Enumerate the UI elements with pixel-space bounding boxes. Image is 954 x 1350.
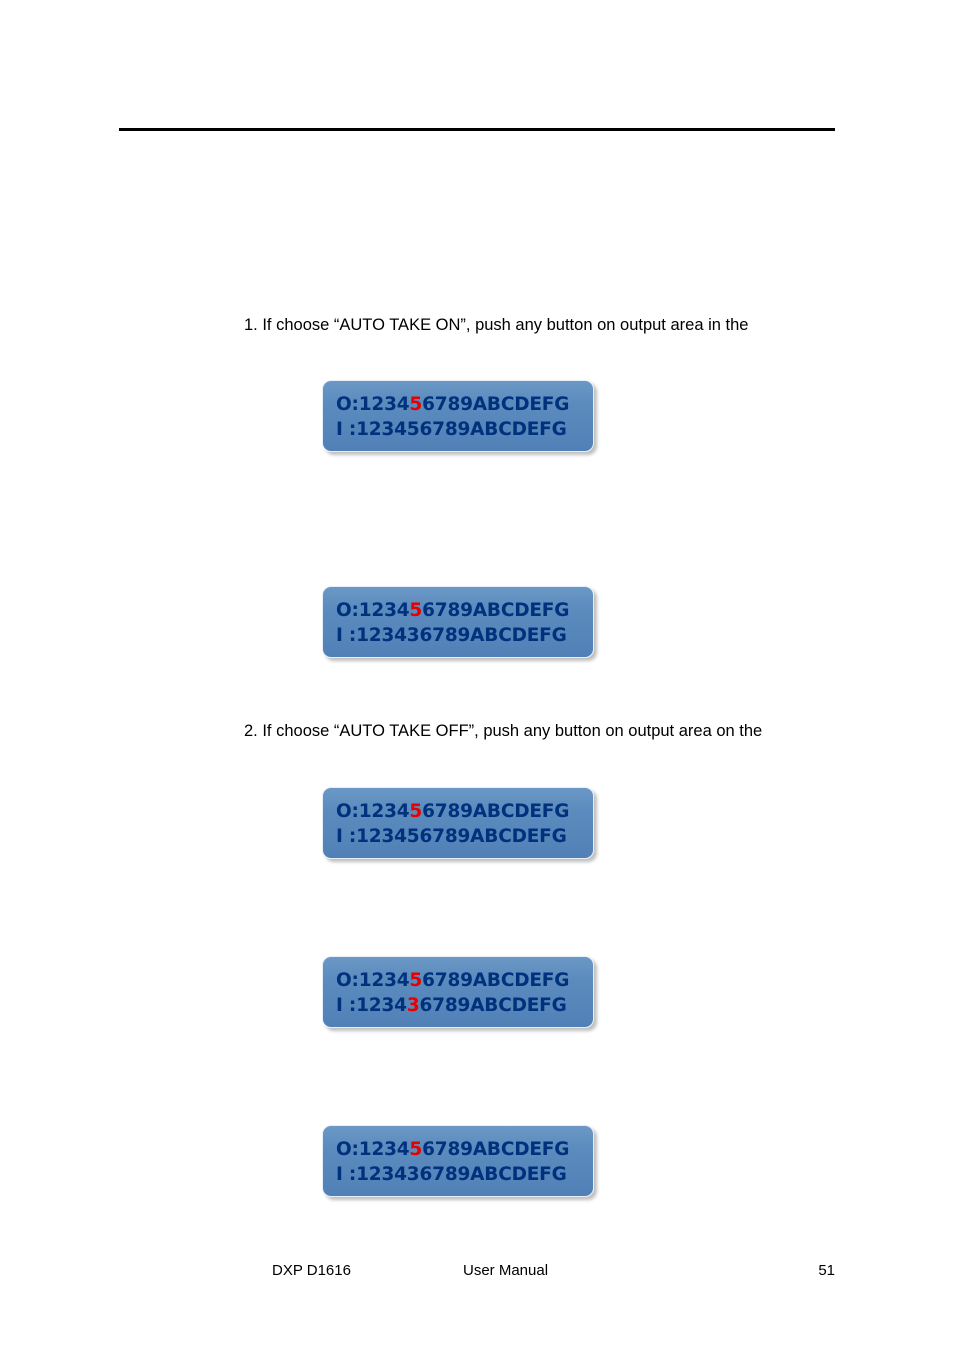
lcd-display-1: O:123456789ABCDEFG I :123456789ABCDEFG	[322, 380, 594, 452]
seg-highlight: 5	[409, 970, 422, 991]
seg-post: 6789ABCDEFG	[422, 600, 569, 621]
footer-page-number: 51	[818, 1262, 835, 1279]
seg-highlight: 5	[409, 1139, 422, 1160]
lcd-line-input: I :123436789ABCDEFG	[336, 623, 580, 648]
seg-post: 6789ABCDEFG	[422, 801, 569, 822]
lcd-line-input: I :123456789ABCDEFG	[336, 417, 580, 442]
seg-pre: O:1234	[336, 970, 409, 991]
lcd-line-output: O:123456789ABCDEFG	[336, 799, 580, 824]
seg-pre: I :123436789ABCDEFG	[336, 1164, 567, 1185]
lcd-display-5: O:123456789ABCDEFG I :123436789ABCDEFG	[322, 1125, 594, 1197]
seg-post: 6789ABCDEFG	[420, 995, 567, 1016]
paragraph-1: 1. If choose “AUTO TAKE ON”, push any bu…	[244, 314, 748, 337]
seg-pre: I :123436789ABCDEFG	[336, 625, 567, 646]
footer-product: DXP D1616	[272, 1262, 351, 1279]
lcd-line-input: I :123436789ABCDEFG	[336, 1162, 580, 1187]
lcd-line-output: O:123456789ABCDEFG	[336, 1137, 580, 1162]
seg-pre: O:1234	[336, 801, 409, 822]
seg-post: 6789ABCDEFG	[422, 394, 569, 415]
seg-pre: O:1234	[336, 600, 409, 621]
page: 1. If choose “AUTO TAKE ON”, push any bu…	[0, 0, 954, 1350]
lcd-display-4: O:123456789ABCDEFG I :123436789ABCDEFG	[322, 956, 594, 1028]
footer-title: User Manual	[463, 1262, 548, 1279]
lcd-line-output: O:123456789ABCDEFG	[336, 392, 580, 417]
seg-post: 6789ABCDEFG	[422, 970, 569, 991]
lcd-display-3: O:123456789ABCDEFG I :123456789ABCDEFG	[322, 787, 594, 859]
paragraph-2: 2. If choose “AUTO TAKE OFF”, push any b…	[244, 720, 762, 743]
lcd-line-input: I :123436789ABCDEFG	[336, 993, 580, 1018]
seg-highlight: 3	[407, 995, 420, 1016]
seg-highlight: 5	[409, 600, 422, 621]
seg-post: 6789ABCDEFG	[422, 1139, 569, 1160]
lcd-line-output: O:123456789ABCDEFG	[336, 968, 580, 993]
seg-pre: I :1234	[336, 995, 407, 1016]
header-rule	[119, 128, 835, 131]
seg-highlight: 5	[409, 394, 422, 415]
lcd-line-input: I :123456789ABCDEFG	[336, 824, 580, 849]
lcd-line-output: O:123456789ABCDEFG	[336, 598, 580, 623]
seg-pre: O:1234	[336, 1139, 409, 1160]
seg-pre: O:1234	[336, 394, 409, 415]
seg-highlight: 5	[409, 801, 422, 822]
seg-pre: I :123456789ABCDEFG	[336, 826, 567, 847]
seg-pre: I :123456789ABCDEFG	[336, 419, 567, 440]
lcd-display-2: O:123456789ABCDEFG I :123436789ABCDEFG	[322, 586, 594, 658]
